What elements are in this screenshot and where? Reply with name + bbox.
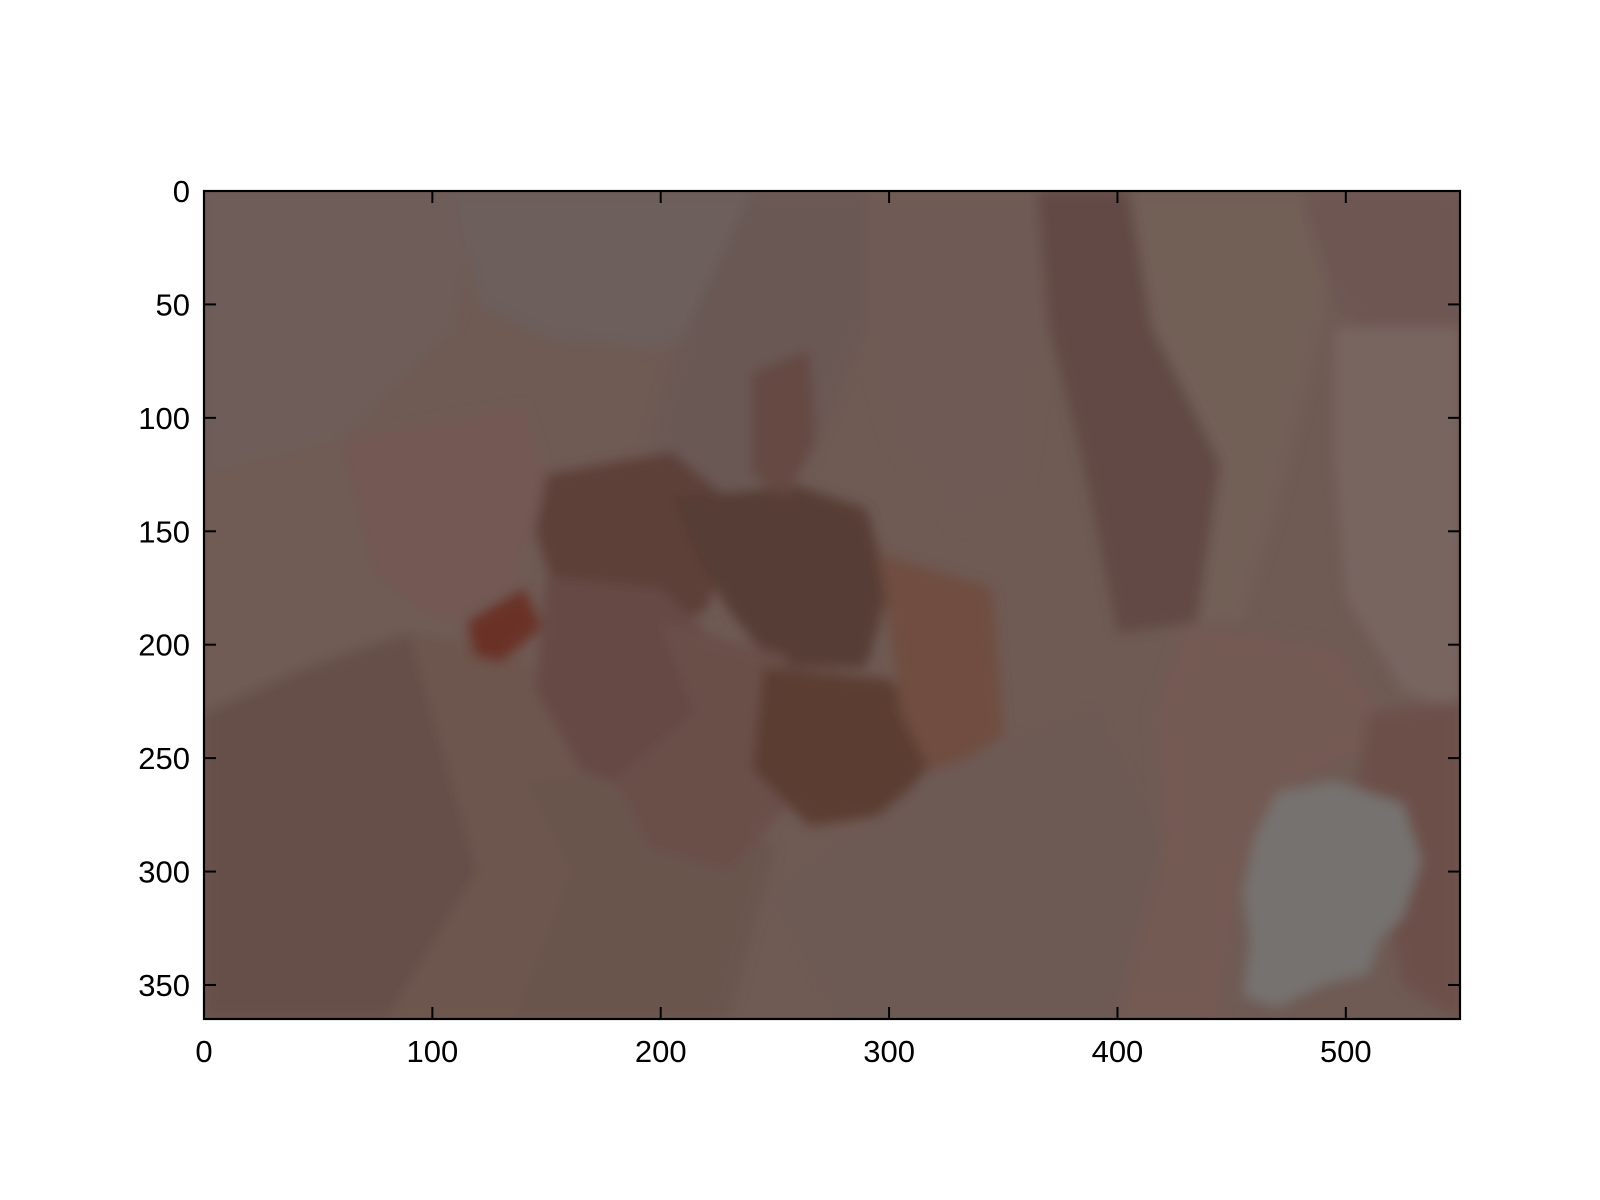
image-region-6 <box>1300 191 1460 350</box>
image-region-5 <box>1128 191 1346 622</box>
image-region-20 <box>774 712 1164 1019</box>
x-tick-label: 200 <box>635 1034 687 1069</box>
image-region-18 <box>752 667 947 827</box>
image-region-21 <box>1117 622 1403 1019</box>
y-tick-label: 0 <box>173 174 190 209</box>
image-region-9 <box>204 633 490 1019</box>
image-region-2 <box>649 191 890 509</box>
image-region-11 <box>386 633 593 1019</box>
y-tick-label: 350 <box>138 968 190 1003</box>
image-region-7 <box>1334 327 1460 713</box>
x-tick-label: 0 <box>195 1034 212 1069</box>
y-axis-ticks: 0 50 100 150 200 250 300 350 <box>138 174 1460 1003</box>
x-tick-label: 100 <box>406 1034 458 1069</box>
image-region-14 <box>672 485 890 668</box>
image-region-1 <box>455 191 775 350</box>
x-tick-label: 400 <box>1092 1034 1144 1069</box>
image-region-19 <box>877 554 1004 781</box>
image-region-24 <box>1243 780 1422 1008</box>
y-tick-label: 150 <box>138 514 190 549</box>
image-region-17 <box>615 622 810 872</box>
image-regions <box>204 191 1460 1019</box>
image-region-3 <box>866 191 1072 532</box>
y-tick-label: 300 <box>138 855 190 890</box>
image-region-15 <box>752 349 816 498</box>
y-tick-label: 50 <box>156 287 190 322</box>
segmented-image <box>204 191 1460 1019</box>
plot-frame <box>202 189 1462 1021</box>
y-tick-label: 200 <box>138 628 190 663</box>
image-region-10 <box>341 406 547 622</box>
image-region-23 <box>466 588 542 663</box>
y-tick-label: 250 <box>138 741 190 776</box>
y-tick-label: 100 <box>138 401 190 436</box>
x-tick-label: 500 <box>1320 1034 1372 1069</box>
image-region-0 <box>204 191 478 475</box>
image-region-4 <box>1037 191 1221 634</box>
x-axis-ticks: 0 100 200 300 400 500 <box>195 191 1372 1069</box>
x-tick-label: 300 <box>863 1034 915 1069</box>
